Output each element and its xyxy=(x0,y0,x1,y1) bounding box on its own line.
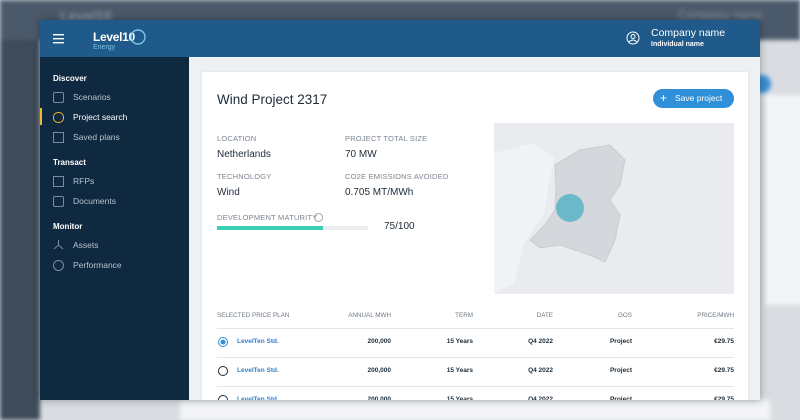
table-cell: Project xyxy=(609,396,632,400)
table-cell: 200,000 xyxy=(367,338,392,345)
table-cell: 15 Years xyxy=(446,338,473,345)
sidebar-section: Transact xyxy=(53,158,86,167)
nav-item[interactable]: RFPs xyxy=(73,176,95,186)
radio[interactable] xyxy=(218,395,228,400)
table-header: DATE xyxy=(536,312,553,319)
field-label: CO2E EMISSIONS AVOIDED xyxy=(345,172,449,181)
table-header: PRICE/MWH xyxy=(697,312,734,319)
table-cell: 15 Years xyxy=(446,367,473,374)
table-cell: €29.75 xyxy=(714,338,734,345)
field-label: LOCATION xyxy=(217,134,257,143)
logo[interactable]: Level10 xyxy=(93,30,135,44)
nav-item[interactable]: Documents xyxy=(73,196,116,206)
table-cell: 200,000 xyxy=(367,396,392,400)
table-cell: 200,000 xyxy=(367,367,392,374)
table-header: GOS xyxy=(618,312,632,319)
plan-name[interactable]: LevelTen Std. xyxy=(237,338,279,345)
bg-row xyxy=(180,400,770,420)
table-cell: 15 Years xyxy=(446,396,473,400)
table-cell: €29.75 xyxy=(714,367,734,374)
user-name: Individual name xyxy=(651,41,704,48)
table-cell: Q4 2022 xyxy=(528,396,553,400)
nav-item-active[interactable]: Project search xyxy=(73,112,128,122)
nav-icon xyxy=(53,260,64,271)
sidebar-section: Discover xyxy=(53,74,87,83)
user-icon[interactable] xyxy=(626,31,640,45)
field-value: Wind xyxy=(217,187,240,198)
save-button-label[interactable]: Save project xyxy=(675,93,723,103)
nav-icon xyxy=(53,132,64,143)
table-cell: Project xyxy=(609,367,632,374)
active-indicator xyxy=(40,108,42,125)
row-divider xyxy=(217,386,734,387)
sidebar-section: Monitor xyxy=(53,222,83,231)
table-header: ANNUAL MWH xyxy=(348,312,391,319)
plan-name[interactable]: LevelTen Std. xyxy=(237,396,279,400)
nav-item[interactable]: Scenarios xyxy=(73,92,111,102)
nav-icon xyxy=(53,112,64,123)
nav-icon xyxy=(53,196,64,207)
radio[interactable] xyxy=(218,337,228,347)
nav-icon xyxy=(53,176,64,187)
field-label: TECHNOLOGY xyxy=(217,172,272,181)
bg-company: Company name xyxy=(678,8,763,22)
field-value: 70 MW xyxy=(345,149,377,160)
menu-icon[interactable] xyxy=(53,34,65,44)
table-cell: Project xyxy=(609,338,632,345)
radio[interactable] xyxy=(218,366,228,376)
sidebar xyxy=(40,57,189,400)
field-label: PROJECT TOTAL SIZE xyxy=(345,134,428,143)
plus-icon: + xyxy=(660,91,668,105)
bg-logo: Level10 xyxy=(60,8,112,24)
nav-item[interactable]: Assets xyxy=(73,240,99,250)
plan-name[interactable]: LevelTen Std. xyxy=(237,367,279,374)
table-header: TERM xyxy=(455,312,473,319)
maturity-label: DEVELOPMENT MATURITY xyxy=(217,213,318,222)
row-divider xyxy=(217,357,734,358)
project-title: Wind Project 2317 xyxy=(217,92,328,107)
maturity-value: 75/100 xyxy=(384,221,415,232)
app-window: Level10 Energy Company name Individual n… xyxy=(40,20,760,400)
row-divider xyxy=(217,328,734,329)
logo-ring xyxy=(130,29,146,45)
location-map xyxy=(494,123,734,294)
field-value: 0.705 MT/MWh xyxy=(345,187,414,198)
table-cell: Q4 2022 xyxy=(528,338,553,345)
nav-item[interactable]: Performance xyxy=(73,260,122,270)
logo-sub: Energy xyxy=(93,44,116,51)
bg-sidebar xyxy=(0,40,40,420)
maturity-fill xyxy=(217,226,323,230)
table-header: SELECTED PRICE PLAN xyxy=(217,312,290,319)
help-icon[interactable] xyxy=(314,213,323,222)
company-name[interactable]: Company name xyxy=(651,27,726,39)
bg-card xyxy=(765,95,800,305)
nav-icon xyxy=(53,92,64,103)
field-value: Netherlands xyxy=(217,149,271,160)
nav-item[interactable]: Saved plans xyxy=(73,132,120,142)
table-cell: Q4 2022 xyxy=(528,367,553,374)
header-bar xyxy=(40,20,760,57)
table-cell: €29.75 xyxy=(714,396,734,400)
nav-icon xyxy=(53,240,64,250)
save-button[interactable] xyxy=(653,89,734,108)
